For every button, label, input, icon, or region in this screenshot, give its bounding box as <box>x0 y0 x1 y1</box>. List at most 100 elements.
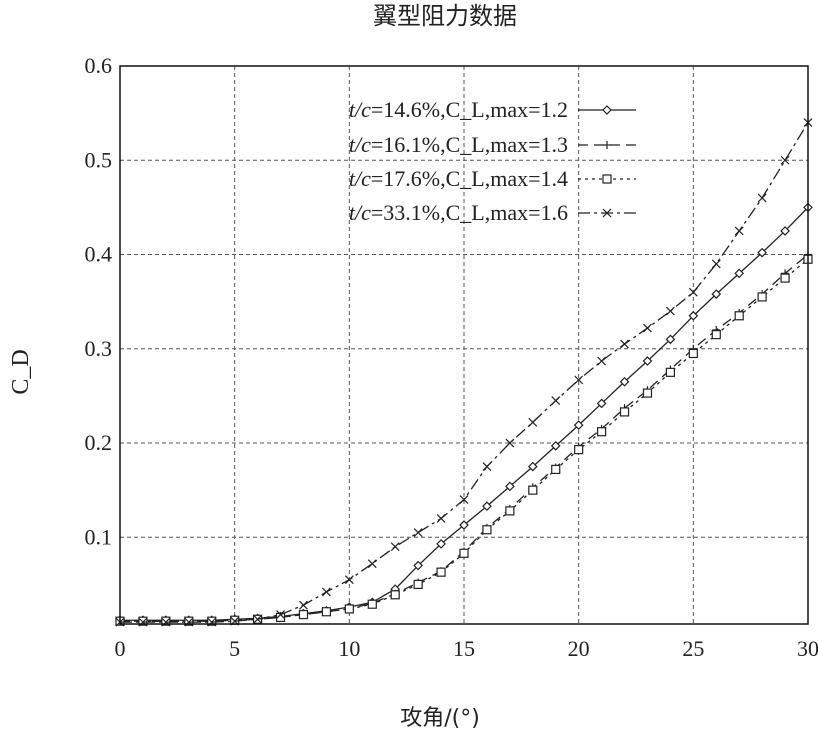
data-point-series-3 <box>367 599 377 609</box>
data-point-series-3 <box>482 525 492 535</box>
legend-label: t/c=33.1%,C_L,max=1.6 <box>349 200 568 225</box>
data-point-legend-3 <box>602 174 612 184</box>
data-point-series-4 <box>299 600 308 610</box>
y-tick-label: 0.2 <box>85 430 113 455</box>
legend-item-3: t/c=17.6%,C_L,max=1.4 <box>349 166 636 191</box>
data-point-series-4 <box>253 614 263 624</box>
data-point-series-4 <box>688 287 698 297</box>
data-point-series-3 <box>780 273 790 283</box>
data-point-series-3 <box>390 590 400 600</box>
y-tick-label: 0.3 <box>85 336 113 361</box>
data-point-series-4 <box>321 587 331 597</box>
grid <box>120 66 808 624</box>
x-tick-label: 15 <box>453 636 475 661</box>
x-tick-label: 5 <box>229 636 240 661</box>
data-point-series-3 <box>711 330 721 340</box>
data-point-series-4 <box>734 226 744 236</box>
data-point-series-4 <box>574 375 584 385</box>
data-point-series-3 <box>528 485 538 495</box>
data-point-series-3 <box>574 445 584 455</box>
data-point-series-3 <box>161 616 171 626</box>
x-tick-label: 20 <box>568 636 590 661</box>
legend-item-1: t/c=14.6%,C_L,max=1.2 <box>349 97 636 122</box>
x-tick-label: 25 <box>682 636 704 661</box>
data-point-series-3 <box>344 604 354 614</box>
data-point-series-3 <box>207 616 217 626</box>
data-point-series-1 <box>413 560 423 571</box>
data-point-series-1 <box>711 289 722 299</box>
data-point-series-1 <box>505 481 515 492</box>
data-point-series-4 <box>344 575 354 585</box>
y-tick-label: 0.1 <box>85 524 113 549</box>
data-point-series-1 <box>665 334 676 345</box>
tick-labels: 0 5 10 15 20 25 30 0.1 0.2 0.3 0.4 0.5 0.6 <box>85 53 818 661</box>
data-point-series-3 <box>184 616 194 626</box>
legend: t/c=14.6%,C_L,max=1.2 t/c=16.1%,C_L,max=1… <box>349 97 636 225</box>
data-point-series-1 <box>527 461 538 472</box>
data-point-series-4 <box>505 438 515 448</box>
y-tick-label: 0.4 <box>85 242 113 267</box>
legend-item-2: t/c=16.1%,C_L,max=1.3 <box>349 132 636 157</box>
series-1 <box>115 202 813 626</box>
data-point-series-1 <box>482 501 492 512</box>
data-point-series-4 <box>482 462 492 472</box>
data-point-series-1 <box>734 268 745 279</box>
legend-item-4: t/c=33.1%,C_L,max=1.6 <box>349 200 636 225</box>
data-point-series-3 <box>757 292 767 302</box>
data-point-series-3 <box>436 567 446 577</box>
data-point-legend-2 <box>603 141 611 149</box>
data-point-series-1 <box>757 247 767 258</box>
data-point-series-4 <box>367 559 377 569</box>
data-point-series-4 <box>620 339 629 349</box>
data-point-series-4 <box>161 617 171 627</box>
data-point-series-3 <box>551 464 561 475</box>
data-point-series-3 <box>505 506 515 516</box>
data-point-legend-1 <box>602 105 612 115</box>
data-point-series-3 <box>298 609 309 620</box>
data-point-series-4 <box>459 495 469 505</box>
data-point-series-1 <box>573 420 584 430</box>
data-point-series-4 <box>780 155 790 165</box>
data-point-series-1 <box>550 441 561 451</box>
data-point-series-1 <box>619 376 630 387</box>
data-point-series-1 <box>436 539 446 549</box>
data-point-series-1 <box>780 226 790 236</box>
data-point-series-3 <box>642 388 653 398</box>
legend-label: t/c=17.6%,C_L,max=1.4 <box>349 166 568 191</box>
plot-frame <box>119 65 809 625</box>
data-point-series-1 <box>596 398 607 409</box>
data-point-series-3 <box>665 367 676 377</box>
data-point-series-3 <box>275 612 286 623</box>
data-point-series-1 <box>688 310 699 321</box>
y-axis-label: C_D <box>8 349 34 394</box>
data-point-series-3 <box>230 615 240 625</box>
data-point-series-4 <box>528 417 538 427</box>
x-tick-label: 30 <box>797 636 818 661</box>
y-tick-label: 0.6 <box>85 53 113 78</box>
series-line-4 <box>120 122 809 623</box>
data-point-series-4 <box>643 323 652 333</box>
data-point-legend-4 <box>602 208 612 218</box>
x-axis-label: 攻角/(°) <box>400 706 480 731</box>
data-point-series-4 <box>665 306 675 316</box>
data-point-series-3 <box>321 607 331 617</box>
legend-label: t/c=16.1%,C_L,max=1.3 <box>349 132 568 157</box>
data-point-series-4 <box>413 528 423 537</box>
x-tick-label: 10 <box>338 636 360 661</box>
series-layer <box>115 118 813 627</box>
data-point-series-4 <box>711 259 721 269</box>
data-point-series-4 <box>390 542 400 552</box>
data-point-series-1 <box>459 520 469 530</box>
data-point-series-3 <box>596 427 607 437</box>
data-point-series-3 <box>459 548 469 558</box>
data-point-series-4 <box>757 193 767 203</box>
chart-title: 翼型阻力数据 <box>373 2 517 30</box>
x-tick-label: 0 <box>115 636 126 661</box>
y-tick-label: 0.5 <box>85 147 113 172</box>
data-point-series-3 <box>413 579 423 590</box>
data-point-series-4 <box>276 610 285 619</box>
data-point-series-4 <box>184 617 194 627</box>
data-point-series-3 <box>734 311 744 321</box>
data-point-series-3 <box>619 407 630 417</box>
